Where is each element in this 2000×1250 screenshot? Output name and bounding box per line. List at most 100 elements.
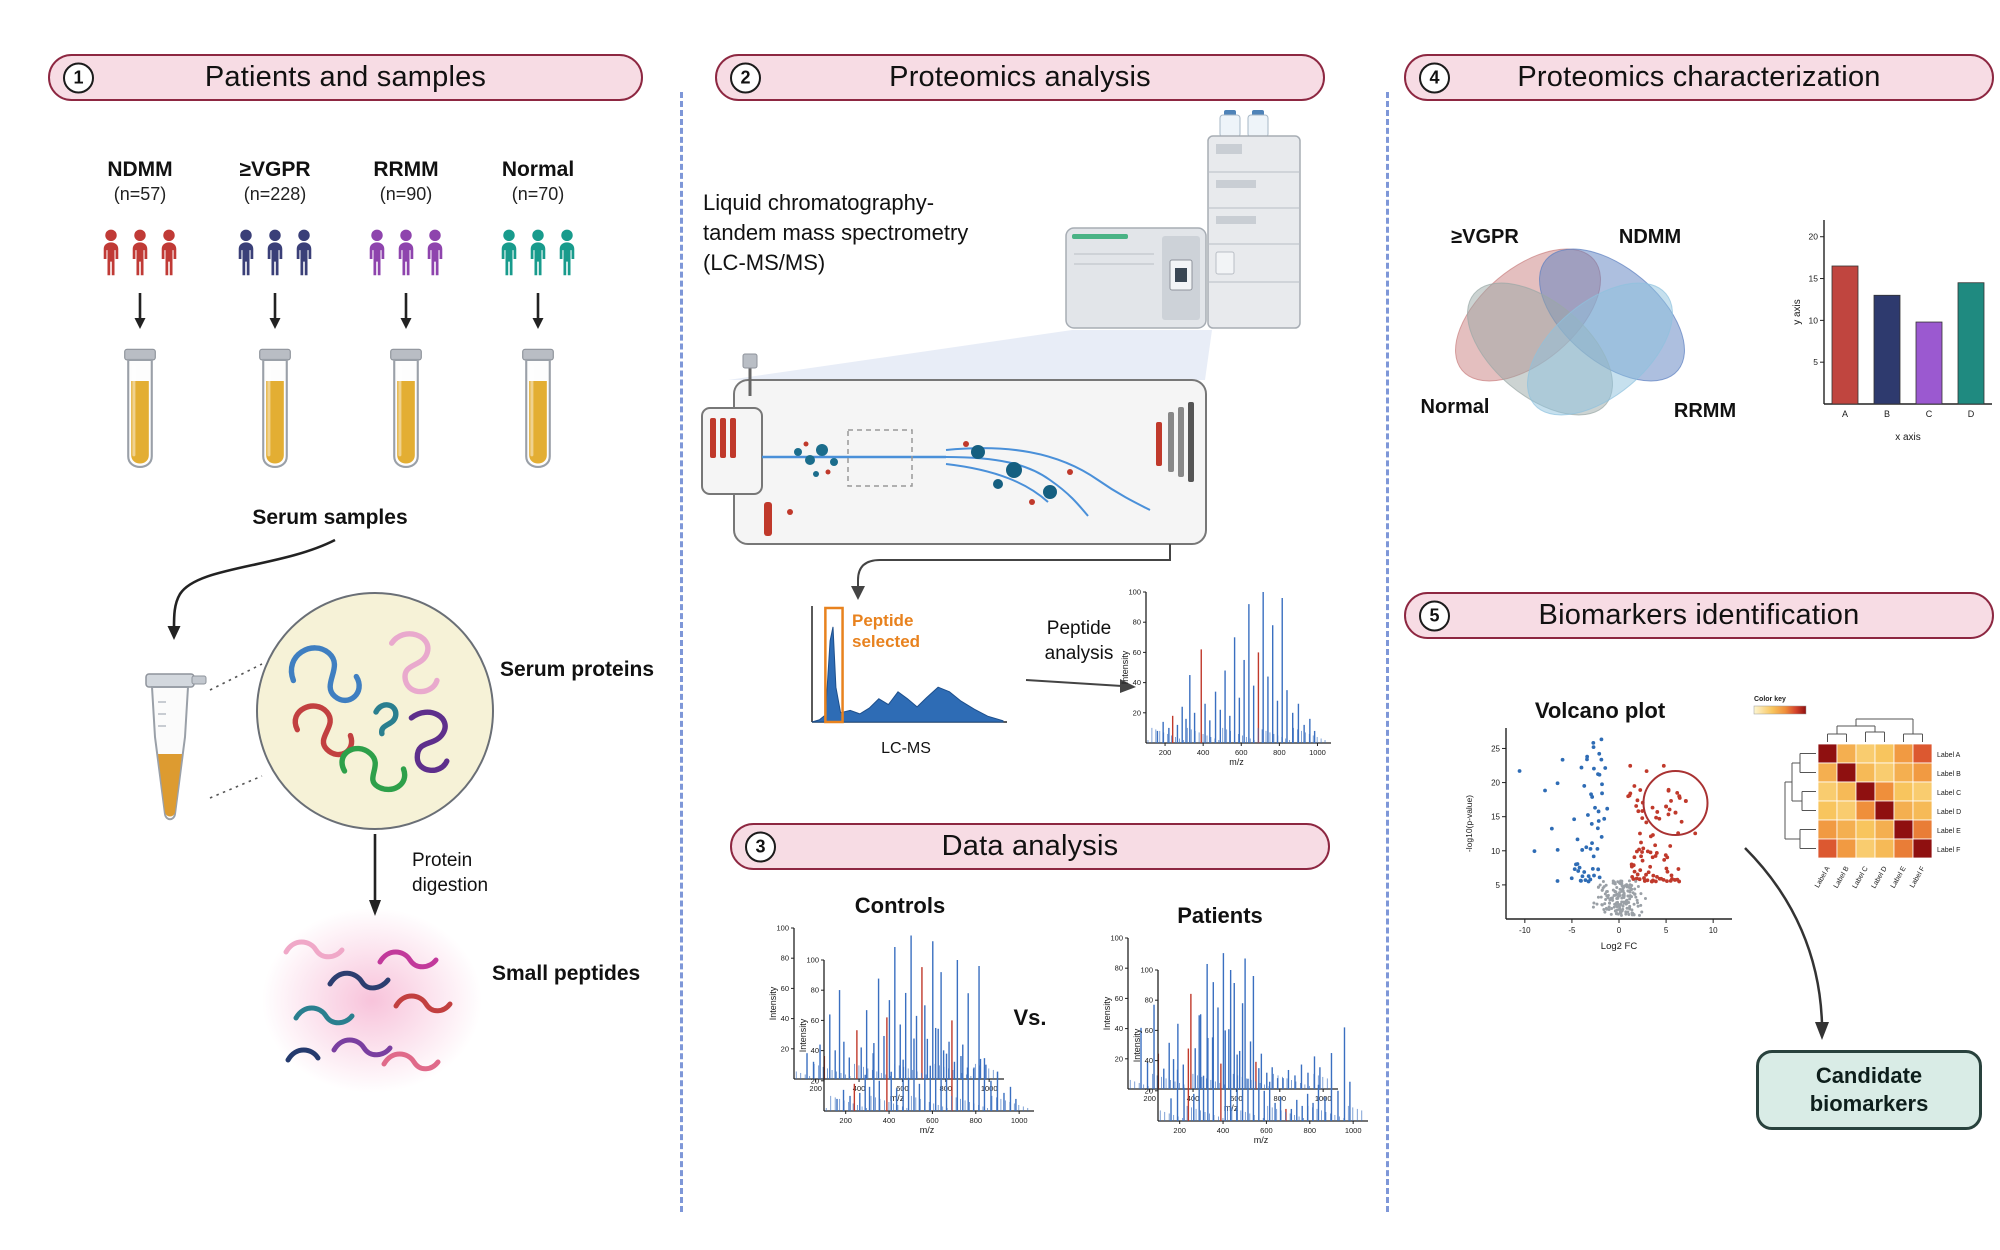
cohort-people-icons xyxy=(364,229,448,276)
patients-label: Patients xyxy=(1177,903,1263,928)
svg-text:800: 800 xyxy=(940,1084,953,1093)
svg-text:20: 20 xyxy=(1145,1086,1153,1095)
venn-label-rrmm: RRMM xyxy=(1673,400,1737,422)
svg-text:D: D xyxy=(1968,409,1975,419)
svg-text:100: 100 xyxy=(806,956,819,965)
svg-text:400: 400 xyxy=(883,1116,896,1125)
svg-text:400: 400 xyxy=(1217,1126,1230,1135)
svg-text:600: 600 xyxy=(1260,1126,1273,1135)
svg-text:m/z: m/z xyxy=(1229,757,1244,767)
down-arrow-icon xyxy=(400,293,412,329)
group-bar-chart: 5 10 15 20 A B C Dx axis y axis xyxy=(1792,220,1992,443)
candidate-biomarkers-box: Candidate biomarkers xyxy=(1756,1050,1982,1130)
svg-text:Log2 FC: Log2 FC xyxy=(1601,941,1638,952)
person-icon xyxy=(161,229,177,276)
peptides-glow xyxy=(262,908,482,1093)
svg-text:800: 800 xyxy=(1304,1126,1317,1135)
cohort-ndmm: NDMM (n=57) xyxy=(80,158,200,485)
peptide-analysis-label: Peptide analysis xyxy=(1044,618,1114,664)
svg-text:0: 0 xyxy=(1617,926,1622,935)
svg-text:x axis: x axis xyxy=(1895,432,1921,443)
svg-text:Label F: Label F xyxy=(1937,847,1960,854)
person-icon xyxy=(501,229,517,276)
svg-text:Label E: Label E xyxy=(1890,865,1908,889)
beam-connector xyxy=(728,330,1212,380)
svg-text:40: 40 xyxy=(781,1014,789,1023)
person-icon xyxy=(427,229,443,276)
serum-tube-icon xyxy=(390,348,422,468)
svg-text:400: 400 xyxy=(1197,748,1210,757)
svg-text:60: 60 xyxy=(811,1016,819,1025)
svg-text:1000: 1000 xyxy=(1315,1094,1332,1103)
panel-header-patients: 1 Patients and samples xyxy=(48,54,643,101)
svg-text:600: 600 xyxy=(1235,748,1248,757)
step-number-3: 3 xyxy=(745,831,776,862)
svg-text:800: 800 xyxy=(970,1116,983,1125)
svg-text:20: 20 xyxy=(1809,232,1819,242)
cohort-name: RRMM xyxy=(373,158,439,181)
person-icon xyxy=(132,229,148,276)
controls-spectrum-front: 200 400 600 800 1000 20 40 60 80 100 m/z Intensity xyxy=(798,956,1034,1135)
svg-text:Label F: Label F xyxy=(1909,866,1927,890)
panel-title-patients: Patients and samples xyxy=(204,61,487,93)
down-arrow-icon xyxy=(269,293,281,329)
step-number-5: 5 xyxy=(1419,600,1450,631)
svg-text:1000: 1000 xyxy=(1309,748,1326,757)
serum-tube xyxy=(255,348,295,485)
lcms-method-label: Liquid chromatography- tandem mass spect… xyxy=(703,190,969,275)
serum-to-tube-arrow xyxy=(167,538,336,640)
person-icon xyxy=(559,229,575,276)
peptide-analysis-arrow xyxy=(1025,679,1136,693)
svg-text:Label A: Label A xyxy=(1937,752,1961,759)
svg-text:80: 80 xyxy=(1115,964,1123,973)
svg-text:Label E: Label E xyxy=(1937,828,1961,835)
serum-tube xyxy=(120,348,160,485)
step-number-2: 2 xyxy=(730,62,761,93)
panel-title-proteomics-characterization: Proteomics characterization xyxy=(1517,61,1881,93)
protein-squiggles xyxy=(288,631,450,793)
svg-text:Label D: Label D xyxy=(1937,809,1961,816)
flow-arrow xyxy=(398,292,414,330)
svg-text:Label C: Label C xyxy=(1937,790,1961,797)
svg-text:-log10(p-value): -log10(p-value) xyxy=(1464,795,1474,852)
schematic-to-chromatogram-arrow xyxy=(851,544,1171,600)
svg-text:1000: 1000 xyxy=(1345,1126,1362,1135)
svg-text:40: 40 xyxy=(1133,678,1141,687)
svg-text:10: 10 xyxy=(1809,315,1819,325)
svg-text:20: 20 xyxy=(1115,1054,1123,1063)
vs-label: Vs. xyxy=(1013,1005,1047,1030)
cohort-people-icons xyxy=(233,229,317,276)
ms2-spectrum-chart: 200 400 600 800 1000 20 40 60 80 100 m/z Intensity xyxy=(1120,588,1331,767)
controls-label: Controls xyxy=(854,893,946,918)
serum-tube-icon xyxy=(124,348,156,468)
svg-text:m/z: m/z xyxy=(920,1125,935,1135)
person-icon xyxy=(238,229,254,276)
cohort-people-icons xyxy=(496,229,580,276)
svg-text:200: 200 xyxy=(1159,748,1172,757)
person-icon xyxy=(267,229,283,276)
svg-text:200: 200 xyxy=(839,1116,852,1125)
svg-text:Color key: Color key xyxy=(1754,696,1786,703)
svg-text:-10: -10 xyxy=(1519,926,1531,935)
svg-text:5: 5 xyxy=(1813,357,1818,367)
svg-text:100: 100 xyxy=(776,924,789,933)
svg-text:800: 800 xyxy=(1273,748,1286,757)
svg-text:25: 25 xyxy=(1491,744,1500,753)
svg-text:200: 200 xyxy=(809,1084,822,1093)
person-icon xyxy=(530,229,546,276)
svg-text:5: 5 xyxy=(1664,926,1669,935)
svg-text:100: 100 xyxy=(1140,966,1153,975)
svg-text:5: 5 xyxy=(1496,881,1501,890)
flow-arrow xyxy=(530,292,546,330)
svg-text:Intensity: Intensity xyxy=(1102,996,1112,1030)
svg-text:20: 20 xyxy=(811,1076,819,1085)
protein-digestion-label: Protein digestion xyxy=(412,850,489,896)
svg-text:80: 80 xyxy=(1133,618,1141,627)
volcano-plot: 5 10 15 20 25 -10 -5 0 5 10 Log2 FC -log10(p-value) xyxy=(1464,728,1732,952)
cohort-count: (n=57) xyxy=(113,184,167,204)
cohort-count: (n=70) xyxy=(511,184,565,204)
svg-text:20: 20 xyxy=(1133,708,1141,717)
venn-label-ndmm: NDMM xyxy=(1618,226,1682,248)
svg-text:80: 80 xyxy=(1145,996,1153,1005)
svg-text:40: 40 xyxy=(1145,1056,1153,1065)
